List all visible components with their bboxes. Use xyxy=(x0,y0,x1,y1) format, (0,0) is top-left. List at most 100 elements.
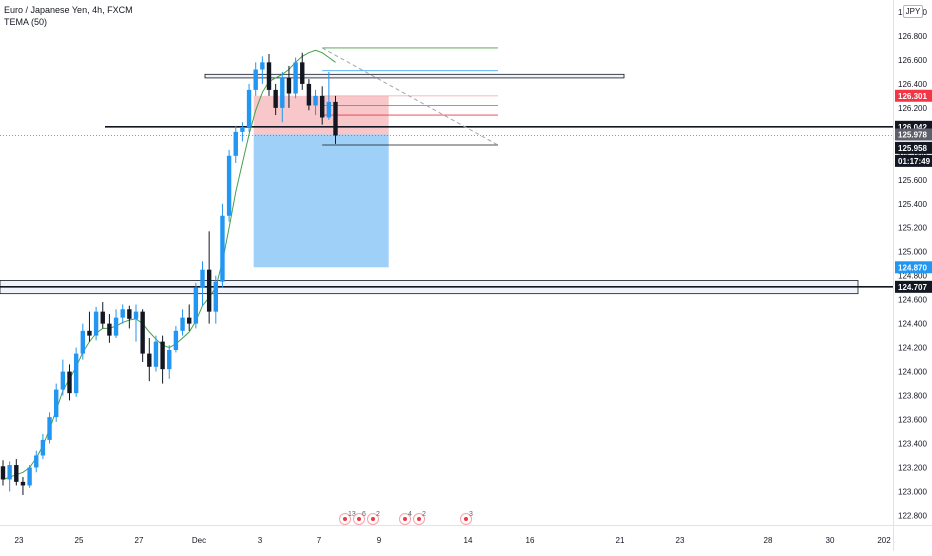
candle[interactable] xyxy=(213,275,218,324)
candle[interactable] xyxy=(333,95,338,144)
price-badge-bg xyxy=(895,280,932,293)
candle[interactable] xyxy=(320,86,325,125)
time-axis-canvas[interactable]: 23 25 27 Dec 3 7 9 14 16 21 23 28 30 202 xyxy=(0,526,893,551)
candle[interactable] xyxy=(226,149,232,222)
candle[interactable] xyxy=(280,71,285,123)
event-marker[interactable]: 13 xyxy=(339,511,356,525)
candle[interactable] xyxy=(80,323,85,360)
price-tick-label: 123.200 xyxy=(898,463,927,472)
candle[interactable] xyxy=(87,311,92,342)
candle[interactable] xyxy=(273,83,278,116)
candle[interactable] xyxy=(266,53,272,96)
price-badge-124707[interactable]: 124.707 xyxy=(895,280,932,293)
candle[interactable] xyxy=(253,62,258,96)
time-tick-label: 30 xyxy=(826,536,835,545)
candle[interactable] xyxy=(153,335,159,372)
candle[interactable] xyxy=(7,461,12,492)
price-badge-label: 125.958 xyxy=(898,144,927,153)
candle[interactable] xyxy=(47,412,52,444)
event-marker[interactable]: 2 xyxy=(367,511,381,525)
candle[interactable] xyxy=(60,359,66,396)
candle[interactable] xyxy=(220,203,225,288)
price-badge-125978[interactable]: 125.978 xyxy=(895,128,932,141)
candle[interactable] xyxy=(27,465,32,488)
candle-body xyxy=(266,62,272,90)
candle[interactable] xyxy=(326,71,332,120)
candle-body xyxy=(87,330,92,336)
price-tick-label: 125.000 xyxy=(898,248,927,257)
chart-pane[interactable]: 13 6 2 4 2 3 Euro / Japanese Yen, 4h, FXCM TE… xyxy=(0,0,893,525)
candle-body xyxy=(226,155,232,216)
candle[interactable] xyxy=(193,282,199,329)
price-badge-bg xyxy=(895,128,932,141)
time-tick-label: 202 xyxy=(877,536,891,545)
price-axis-canvas[interactable]: 127.000126.800126.600126.400126.200126.0… xyxy=(894,0,932,525)
event-marker[interactable]: 3 xyxy=(460,511,474,525)
candle[interactable] xyxy=(140,309,145,362)
time-tick-label: 16 xyxy=(526,536,535,545)
candle-body xyxy=(60,371,66,390)
time-axis[interactable]: 23 25 27 Dec 3 7 9 14 16 21 23 28 30 202 xyxy=(0,525,893,551)
price-badge-126042[interactable]: 126.042 xyxy=(895,120,932,133)
candle[interactable] xyxy=(286,65,292,108)
candle[interactable] xyxy=(300,52,305,90)
candle[interactable] xyxy=(167,345,172,379)
price-badge-124870[interactable]: 124.870 xyxy=(895,261,932,274)
candle[interactable] xyxy=(73,347,79,397)
candle[interactable] xyxy=(14,459,19,486)
event-marker[interactable]: 6 xyxy=(353,511,367,525)
candle[interactable] xyxy=(246,83,252,132)
candle[interactable] xyxy=(260,56,265,84)
chart-canvas[interactable]: 13 6 2 4 2 3 xyxy=(0,0,893,525)
candle[interactable] xyxy=(293,57,298,99)
symbol-legend[interactable]: Euro / Japanese Yen, 4h, FXCM xyxy=(4,5,133,15)
candle[interactable] xyxy=(206,231,212,324)
currency-button[interactable]: JPY xyxy=(903,5,923,18)
candle[interactable] xyxy=(0,460,6,486)
candle[interactable] xyxy=(200,261,205,306)
event-count: 13 xyxy=(348,511,356,518)
candle[interactable] xyxy=(107,314,112,343)
price-badge-011749[interactable]: 01:17:49 xyxy=(895,154,932,167)
event-count: 3 xyxy=(469,511,473,518)
candle[interactable] xyxy=(180,309,185,336)
indicator-legend[interactable]: TEMA (50) xyxy=(4,17,48,27)
time-tick-label: 25 xyxy=(75,536,84,545)
candle-body xyxy=(306,83,312,106)
candle-body xyxy=(286,77,292,94)
event-marker[interactable]: 2 xyxy=(413,511,427,525)
candle-body xyxy=(206,269,212,312)
take-profit-zone[interactable] xyxy=(253,134,389,268)
price-axis[interactable]: 127.000126.800126.600126.400126.200126.0… xyxy=(893,0,932,525)
candle[interactable] xyxy=(93,306,99,341)
candle-body xyxy=(246,89,252,128)
price-badge-125958[interactable]: 125.958 xyxy=(895,141,932,154)
candle[interactable] xyxy=(34,450,39,473)
candle[interactable] xyxy=(40,433,46,460)
candle[interactable] xyxy=(120,304,125,324)
candle-body xyxy=(187,317,192,324)
candle-body xyxy=(220,215,225,282)
candle[interactable] xyxy=(133,304,139,342)
candle[interactable] xyxy=(113,309,119,339)
candle[interactable] xyxy=(147,338,152,382)
candle-body xyxy=(313,95,318,106)
price-badge-126301[interactable]: 126.301 xyxy=(895,89,932,102)
candle[interactable] xyxy=(187,304,192,331)
candle[interactable] xyxy=(160,335,165,384)
candle[interactable] xyxy=(127,305,132,329)
candle-body xyxy=(20,481,26,486)
resistance-zone-box[interactable] xyxy=(204,73,625,79)
candle-body xyxy=(167,350,172,370)
candle[interactable] xyxy=(313,89,318,116)
candle[interactable] xyxy=(54,383,59,422)
candle[interactable] xyxy=(100,302,105,329)
projection-trend-dashed[interactable] xyxy=(321,47,499,146)
candle[interactable] xyxy=(306,79,312,111)
event-marker[interactable]: 4 xyxy=(399,511,413,525)
candle[interactable] xyxy=(233,125,238,164)
candle[interactable] xyxy=(173,326,179,353)
candle[interactable] xyxy=(240,122,245,142)
candle[interactable] xyxy=(67,364,72,401)
candle[interactable] xyxy=(20,477,26,496)
